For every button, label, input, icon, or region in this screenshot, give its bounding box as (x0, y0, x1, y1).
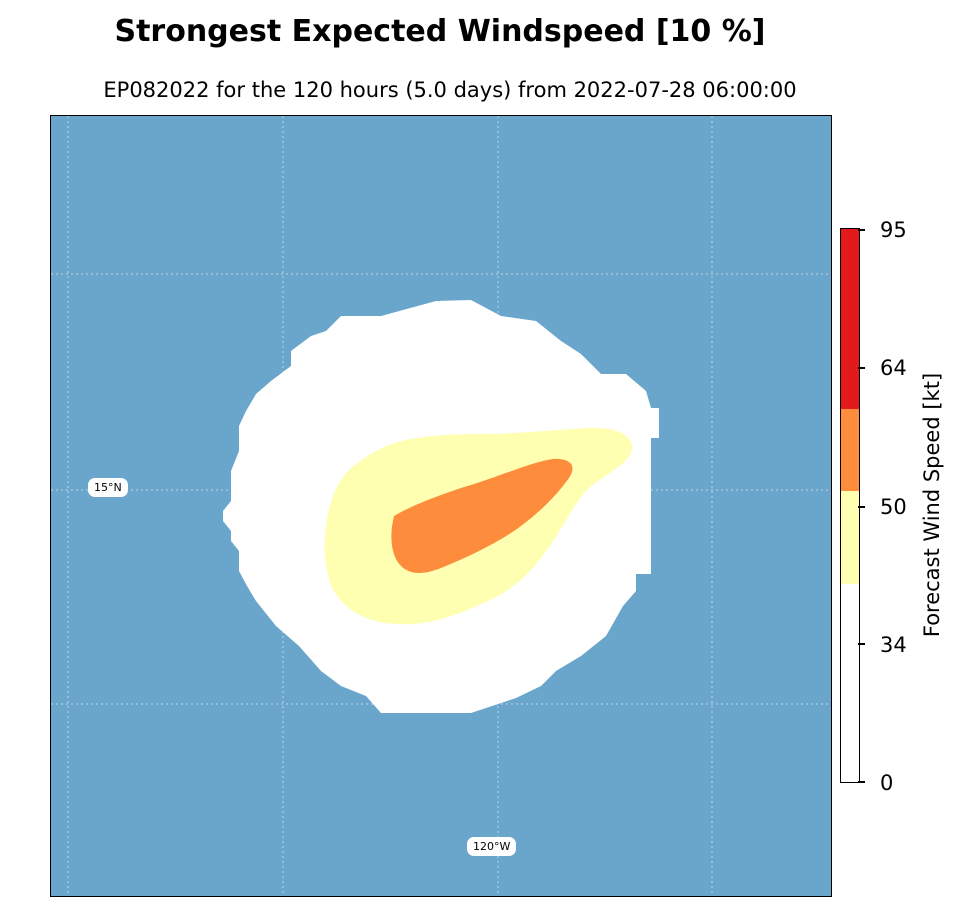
colorbar-tick-mark (858, 643, 865, 645)
colorbar-tick-mark (858, 229, 865, 231)
colorbar-tick-mark (858, 367, 865, 369)
colorbar-tick-label: 64 (880, 356, 907, 380)
colorbar (840, 228, 860, 783)
wind-field-plot (51, 116, 831, 896)
colorbar-tick-mark (858, 506, 865, 508)
colorbar-tick-label: 0 (880, 771, 894, 795)
longitude-label: 120°W (467, 837, 517, 856)
colorbar-tick-label: 50 (880, 495, 907, 519)
chart-subtitle: EP082022 for the 120 hours (5.0 days) fr… (103, 78, 797, 102)
colorbar-segment-64-95 (841, 229, 859, 410)
map-panel: 15°N 120°W (50, 115, 832, 897)
latitude-label: 15°N (88, 478, 128, 497)
colorbar-title: Forecast Wind Speed [kt] (920, 372, 944, 638)
colorbar-segment-50-64 (841, 409, 859, 491)
colorbar-tick-mark (858, 781, 865, 783)
colorbar-segment-0-34 (841, 584, 859, 782)
wind-region-50-64kt (391, 458, 573, 573)
colorbar-tick-label: 34 (880, 633, 907, 657)
colorbar-tick-label: 95 (880, 218, 907, 242)
colorbar-segment-34-50 (841, 490, 859, 585)
chart-title: Strongest Expected Windspeed [10 %] (114, 14, 766, 49)
